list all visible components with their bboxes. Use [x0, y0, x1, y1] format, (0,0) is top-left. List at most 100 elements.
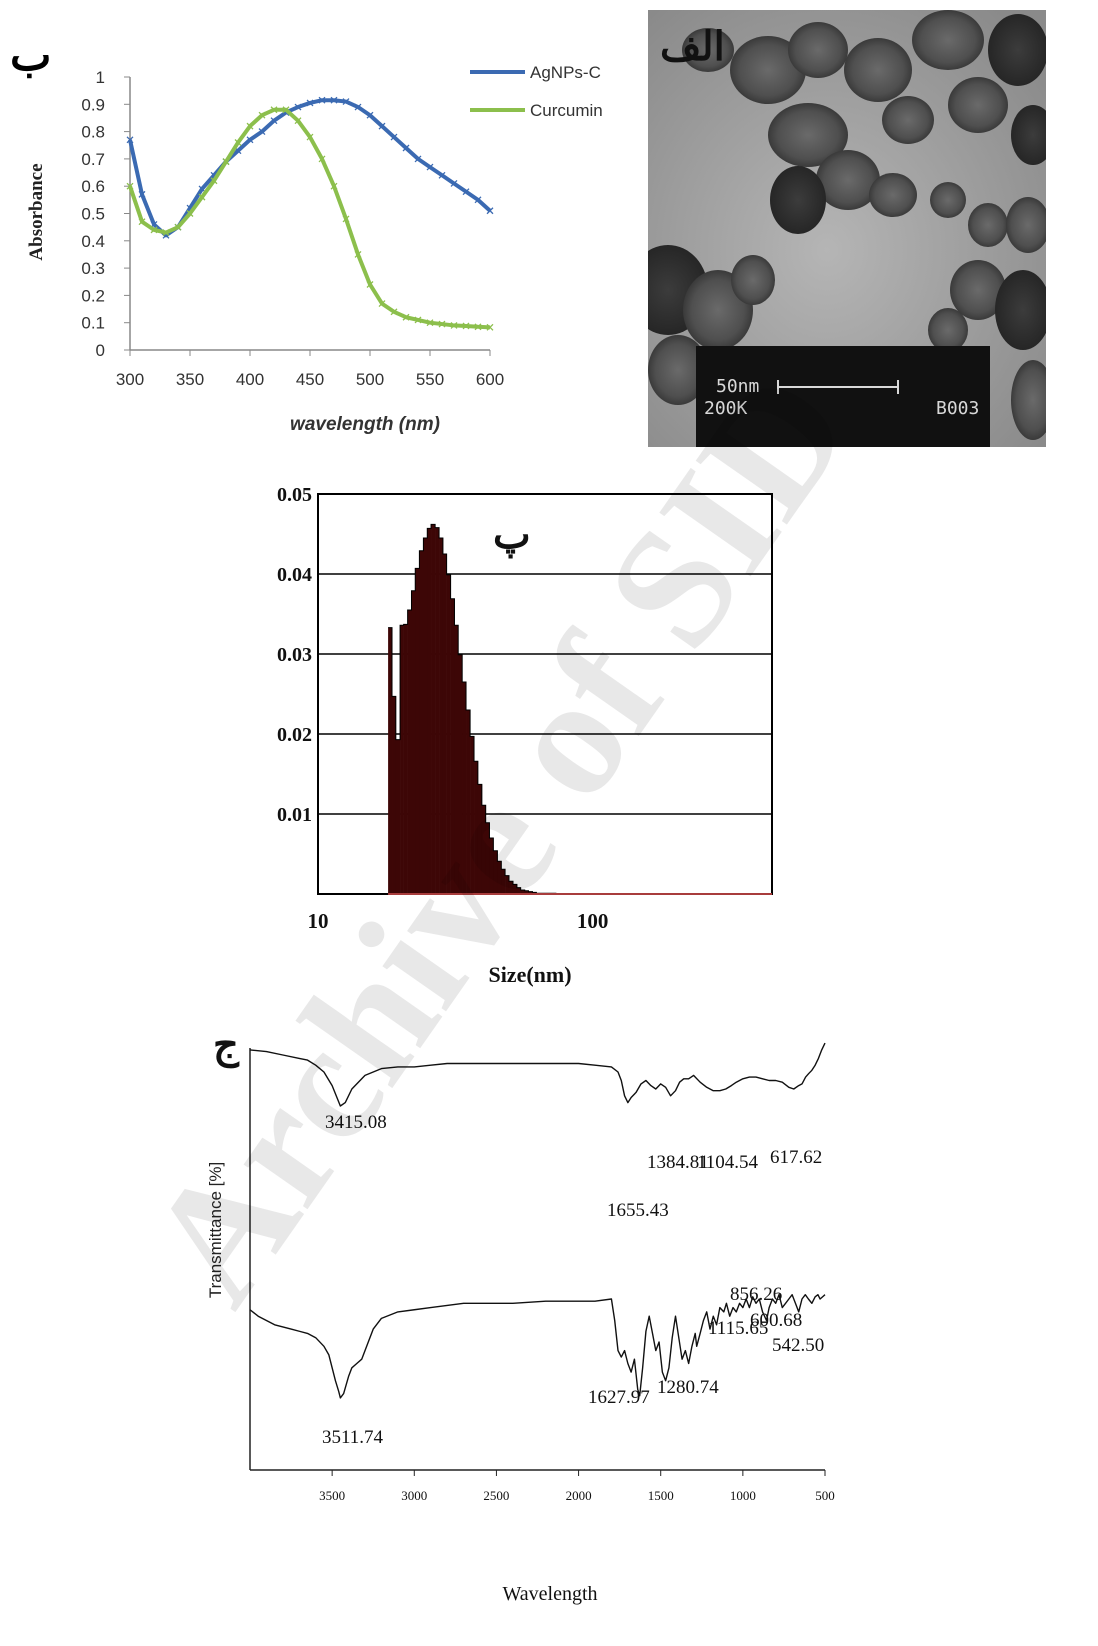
ftir-x-tick-label: 1500 — [648, 1488, 674, 1503]
uv-data-point — [246, 122, 254, 130]
ftir-peak-label: 3511.74 — [322, 1427, 384, 1448]
dls-bar — [520, 890, 526, 894]
panel-letter-pe: پ — [493, 513, 531, 559]
uv-y-tick-label: 1 — [96, 68, 105, 87]
tem-image-panel: 50nm 200K B003 الف — [628, 10, 1055, 447]
ftir-peak-label: 1104.54 — [697, 1152, 759, 1173]
dls-bar — [411, 590, 416, 894]
uv-data-point — [438, 320, 446, 328]
ftir-x-tick-label: 2000 — [566, 1488, 592, 1503]
uv-data-point — [222, 158, 230, 166]
uv-data-point — [366, 111, 374, 119]
ftir-peak-label: 1280.74 — [657, 1377, 719, 1398]
tem-micrograph: 50nm 200K B003 الف — [628, 10, 1055, 447]
ftir-x-tick-label: 500 — [815, 1488, 835, 1503]
ftir-x-axis-label: Wavelength — [502, 1583, 597, 1605]
dls-bar — [450, 598, 455, 894]
ftir-y-axis-label: Transmittance [%] — [206, 1162, 225, 1298]
ftir-peak-label: 1384.81 — [647, 1152, 709, 1173]
dls-bar — [493, 850, 498, 894]
ftir-spectrum-1 — [249, 1294, 826, 1399]
uv-vis-chart: ب 0 0.1 0.2 0.3 0.4 0.5 0.6 0.7 0.8 0.9 1 300 350 400… — [10, 31, 603, 435]
dls-chart: 0.05 0.04 0.03 0.02 0.01 10 100 پ Size(nm) — [277, 484, 773, 987]
ftir-peak-label: 1655.43 — [607, 1200, 669, 1221]
uv-data-point — [294, 103, 302, 111]
uv-data-point — [474, 196, 482, 204]
uv-y-tick-label: 0.1 — [81, 314, 105, 333]
ftir-x-tick-label: 1000 — [730, 1488, 756, 1503]
uv-data-point — [126, 136, 134, 144]
uv-series-line-1 — [128, 107, 491, 330]
uv-data-point — [366, 281, 374, 288]
panel-letter-b: ب — [10, 31, 51, 80]
ftir-x-tick-label: 3500 — [319, 1488, 345, 1503]
uv-data-point — [426, 163, 434, 171]
uv-data-point — [450, 180, 458, 187]
uv-x-axis-label: wavelength (nm) — [290, 414, 440, 435]
uv-data-point — [414, 316, 422, 324]
uv-data-point — [354, 250, 362, 258]
dls-bar — [439, 538, 444, 894]
dls-bar — [516, 887, 521, 894]
ftir-peak-label: 1115.65 — [708, 1318, 768, 1339]
dls-bar — [501, 869, 506, 894]
dls-bar — [462, 682, 467, 894]
dls-bar — [435, 527, 440, 894]
uv-y-tick-label: 0.8 — [81, 123, 105, 142]
dls-bar — [423, 538, 428, 894]
uv-data-point — [402, 313, 410, 321]
uv-legend-label: Curcumin — [530, 101, 603, 120]
uv-y-tick-label: 0.2 — [81, 286, 105, 305]
uv-data-point — [342, 98, 350, 106]
uv-data-point — [270, 117, 278, 125]
uv-data-point — [318, 96, 326, 104]
uv-vis-panel: ب 0 0.1 0.2 0.3 0.4 0.5 0.6 0.7 0.8 0.9 1 300 350 400… — [0, 0, 650, 450]
dls-y-tick-label: 0.01 — [277, 804, 312, 826]
dls-bar — [508, 881, 514, 894]
uv-x-tick-label: 600 — [476, 370, 504, 389]
ftir-panel: ج 3500 3000 2500 2000 1500 1000 500 3415.08 165… — [195, 1008, 855, 1638]
dls-bar — [419, 550, 424, 894]
uv-data-point — [258, 128, 266, 136]
uv-data-point — [486, 207, 494, 215]
uv-x-tick-label: 350 — [176, 370, 204, 389]
ftir-peak-label: 856.26 — [730, 1284, 782, 1305]
uv-data-point — [438, 171, 446, 179]
uv-y-tick-label: 0.3 — [81, 259, 105, 278]
dls-x-axis-label: Size(nm) — [488, 962, 571, 987]
uv-data-point — [402, 144, 410, 152]
dls-bar — [442, 554, 447, 894]
uv-x-tick-label: 500 — [356, 370, 384, 389]
uv-data-point — [294, 117, 302, 125]
dls-bar — [403, 624, 408, 894]
uv-data-point — [390, 133, 398, 141]
uv-data-point — [462, 322, 470, 330]
uv-y-tick-label: 0.4 — [81, 232, 105, 251]
dls-bar — [400, 625, 404, 894]
dls-bar — [513, 884, 518, 894]
uv-data-point — [138, 218, 146, 226]
uv-x-tick-label: 300 — [116, 370, 144, 389]
uv-data-point — [450, 321, 458, 329]
dls-bar — [446, 574, 451, 894]
dls-bar — [466, 710, 471, 894]
dls-bar — [407, 610, 412, 894]
uv-data-point — [378, 122, 386, 130]
uv-x-tick-label: 550 — [416, 370, 444, 389]
uv-data-point — [342, 215, 350, 223]
uv-data-point — [426, 319, 434, 327]
dls-y-tick-label: 0.04 — [277, 564, 312, 586]
dls-bar — [470, 736, 475, 894]
dls-x-tick-label: 100 — [577, 909, 609, 933]
ftir-chart: ج 3500 3000 2500 2000 1500 1000 500 3415.08 165… — [206, 1023, 835, 1605]
dls-bar — [485, 822, 490, 894]
uv-x-tick-label: 450 — [296, 370, 324, 389]
dls-bar-outline — [388, 523, 576, 895]
ftir-spectrum-0 — [249, 1042, 826, 1107]
uv-data-point — [306, 99, 314, 107]
ftir-peak-label: 3415.08 — [325, 1112, 387, 1133]
uv-data-point — [258, 111, 266, 119]
dls-bar — [524, 890, 529, 894]
dls-bar — [395, 739, 401, 894]
uv-data-point — [186, 210, 194, 217]
